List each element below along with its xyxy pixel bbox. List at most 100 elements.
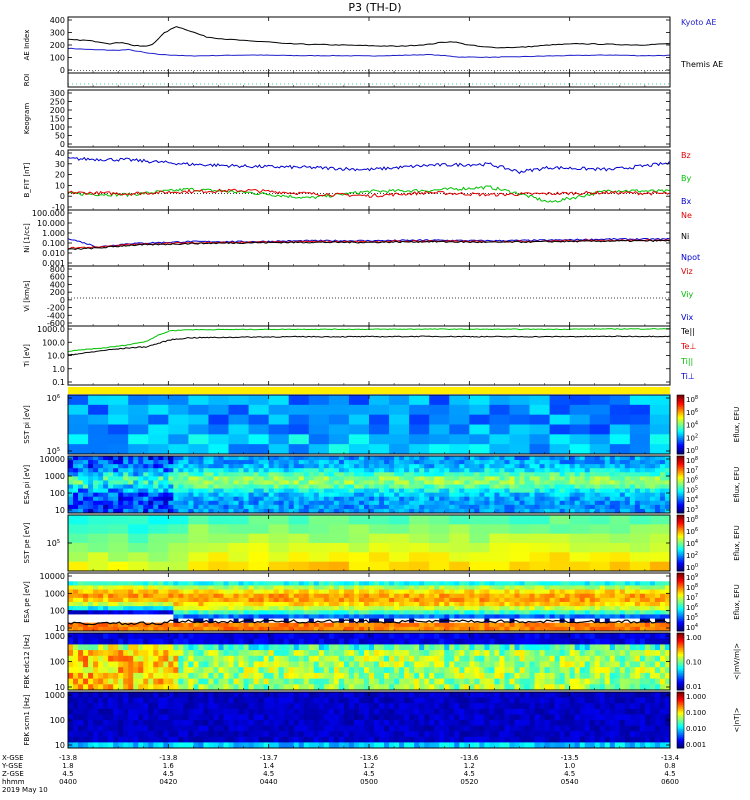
spectrogram-cell — [529, 456, 535, 461]
spectrogram-cell — [574, 614, 581, 619]
spectrogram-cell — [283, 508, 290, 514]
spectrogram-cell — [288, 672, 295, 679]
spectrogram-cell — [103, 661, 109, 668]
spectrogram-cell — [629, 472, 636, 477]
spectrogram-cell — [88, 742, 94, 749]
spectrogram-cell — [564, 460, 571, 465]
spectrogram-cell — [188, 650, 194, 657]
spectrogram-cell — [138, 577, 144, 582]
spectrogram-cell — [584, 644, 591, 651]
spectrogram-cell — [193, 573, 199, 578]
spectrogram-cell — [273, 468, 280, 473]
spectrogram-cell — [158, 504, 164, 510]
spectrogram-cell — [599, 484, 606, 489]
spectrogram-cell — [459, 644, 465, 651]
spectrogram-cell — [98, 488, 104, 494]
spectrogram-cell — [524, 667, 530, 674]
spectrogram-cell — [664, 488, 671, 494]
spectrogram-cell — [178, 464, 184, 469]
spectrogram-cell — [113, 597, 119, 603]
spectrogram-cell — [168, 484, 174, 489]
spectrogram-cell — [158, 468, 164, 473]
spectrogram-cell — [78, 644, 84, 651]
spectrogram-cell — [549, 577, 556, 582]
spectrogram-cell — [414, 577, 420, 582]
spectrogram-cell — [574, 644, 581, 651]
spectrogram-cell — [614, 606, 621, 611]
spectrogram-cell — [363, 581, 370, 586]
spectrogram-cell — [113, 678, 119, 685]
spectrogram-cell — [529, 644, 535, 651]
spectrogram-cell — [619, 504, 626, 510]
spectrogram-cell — [404, 488, 410, 494]
spectrogram-cell — [213, 456, 219, 461]
spectrogram-cell — [454, 644, 460, 651]
spectrogram-cell — [484, 456, 490, 461]
spectrogram-cell — [298, 589, 305, 595]
spectrogram-cell — [504, 661, 510, 668]
spectrogram-cell — [298, 606, 305, 611]
spectrogram-cell — [103, 697, 109, 704]
spectrogram-cell — [519, 573, 525, 578]
spectrogram-cell — [188, 552, 209, 563]
spectrogram-cell — [599, 661, 606, 668]
spectrogram-cell — [78, 468, 84, 473]
spectrogram-cell — [183, 606, 189, 611]
spectrogram-cell — [429, 626, 435, 632]
spectrogram-cell — [439, 684, 445, 691]
spectrogram-cell — [494, 667, 500, 674]
spectrogram-cell — [98, 633, 104, 640]
spectrogram-cell — [143, 472, 149, 477]
spectrogram-cell — [298, 684, 305, 691]
spectrogram-cell — [369, 424, 390, 435]
spectrogram-cell — [228, 515, 249, 525]
spectrogram-cell — [384, 577, 390, 582]
spectrogram-cell — [313, 597, 320, 603]
spectrogram-cell — [103, 703, 109, 710]
spectrogram-cell — [554, 593, 561, 599]
spectrogram-cell — [379, 484, 385, 489]
spectrogram-cell — [624, 484, 631, 489]
spectrogram-cell — [328, 672, 335, 679]
spectrogram-cell — [118, 655, 124, 662]
spectrogram-cell — [469, 533, 490, 544]
spectrogram-cell — [168, 672, 174, 679]
spectrogram-cell — [499, 606, 505, 611]
spectrogram-cell — [649, 589, 656, 595]
spectrogram-cell — [123, 488, 129, 494]
spectrogram-cell — [504, 597, 510, 603]
spectrogram-cell — [363, 678, 370, 685]
spectrogram-cell — [509, 496, 515, 502]
spectrogram-cell — [238, 597, 244, 603]
spectrogram-cell — [193, 488, 199, 494]
spectrogram-cell — [634, 484, 641, 489]
spectrogram-cell — [579, 614, 586, 619]
spectrogram-cell — [158, 581, 164, 586]
spectrogram-cell — [338, 476, 345, 481]
spectrogram-cell — [363, 667, 370, 674]
spectrogram-cell — [389, 543, 410, 553]
spectrogram-cell — [238, 472, 244, 477]
spectrogram-cell — [73, 742, 79, 749]
spectrogram-cell — [303, 488, 310, 494]
spectrogram-cell — [584, 472, 591, 477]
spectrogram-cell — [128, 644, 134, 651]
spectrogram-cell — [298, 614, 305, 619]
spectrogram-cell — [444, 684, 450, 691]
spectrogram-cell — [619, 508, 626, 514]
spectrogram-cell — [394, 672, 400, 679]
spectrogram-cell — [384, 633, 390, 640]
spectrogram-cell — [343, 492, 350, 498]
spectrogram-cell — [659, 472, 666, 477]
spectrogram-cell — [113, 585, 119, 590]
spectrogram-cell — [529, 581, 535, 586]
spectrogram-cell — [424, 492, 430, 498]
spectrogram-cell — [193, 661, 199, 668]
spectrogram-cell — [298, 644, 305, 651]
spectrogram-cell — [343, 672, 350, 679]
spectrogram-cell — [138, 589, 144, 595]
spectrogram-cell — [268, 434, 290, 445]
spectrogram-cell — [419, 602, 425, 607]
spectrogram-cell — [449, 404, 470, 416]
spectrogram-cell — [248, 573, 255, 578]
